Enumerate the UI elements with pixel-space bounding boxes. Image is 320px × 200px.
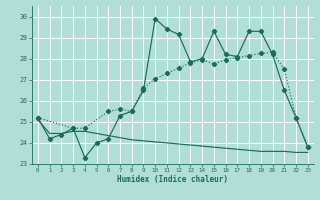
- X-axis label: Humidex (Indice chaleur): Humidex (Indice chaleur): [117, 175, 228, 184]
